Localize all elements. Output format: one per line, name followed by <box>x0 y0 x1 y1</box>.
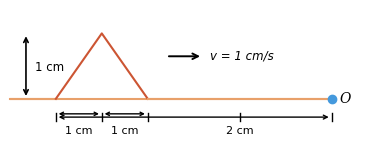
Text: 2 cm: 2 cm <box>226 126 254 136</box>
Text: 1 cm: 1 cm <box>111 126 138 136</box>
Text: v = 1 cm/s: v = 1 cm/s <box>210 50 273 63</box>
Text: 1 cm: 1 cm <box>65 126 93 136</box>
Text: O: O <box>340 92 351 106</box>
Text: 1 cm: 1 cm <box>35 61 64 74</box>
